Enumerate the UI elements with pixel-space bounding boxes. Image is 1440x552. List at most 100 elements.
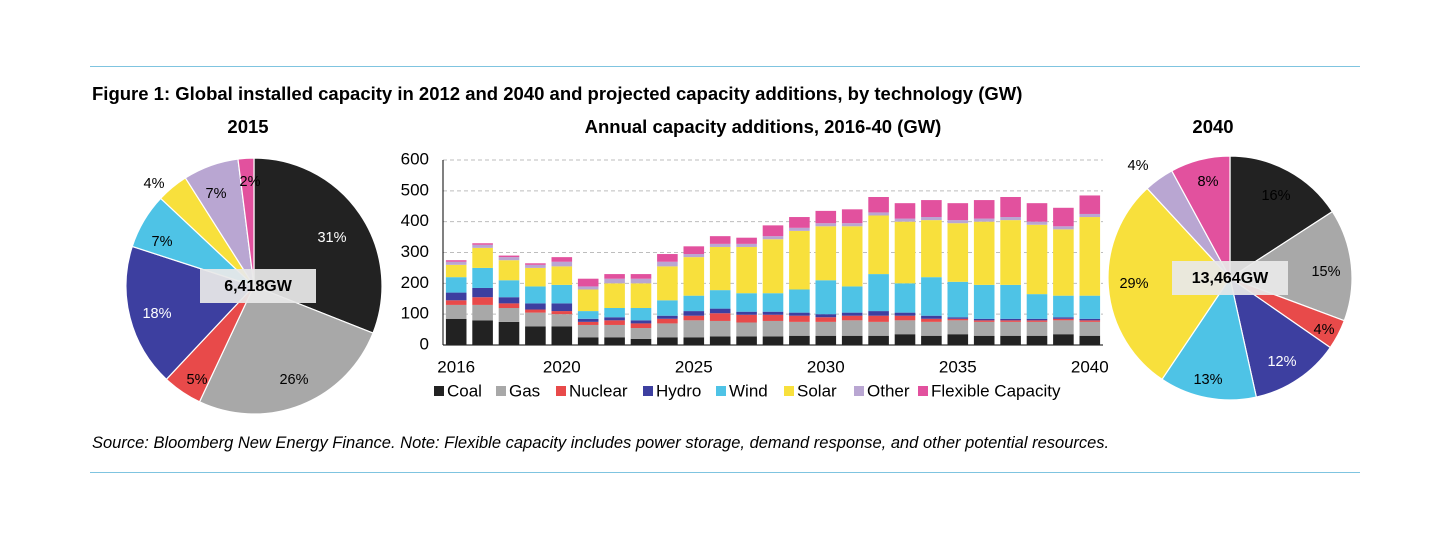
- legend-swatch-flexible-capacity: [918, 386, 928, 396]
- pie-2015-label-nuclear: 5%: [187, 372, 208, 388]
- bar-2030-hydro: [815, 314, 837, 318]
- legend-swatch-solar: [784, 386, 794, 396]
- bar-2038-gas: [1026, 321, 1048, 336]
- bar-2024-other: [657, 261, 678, 267]
- pie-2040-label-nuclear: 4%: [1314, 322, 1335, 338]
- bar-2022-solar: [604, 283, 625, 308]
- bar-2018-gas: [498, 308, 520, 322]
- bar-2034-solar: [921, 220, 942, 278]
- bar-2032-gas: [868, 321, 889, 336]
- source-note: Source: Bloomberg New Energy Finance. No…: [92, 434, 1110, 452]
- legend-label-coal: Coal: [447, 381, 482, 400]
- legend-swatch-other: [854, 386, 864, 396]
- bar-2021-solar: [577, 289, 599, 312]
- bar-2017-flexible-capacity: [472, 243, 493, 245]
- x-tick-2030: 2030: [807, 357, 845, 376]
- y-tick-300: 300: [401, 242, 429, 261]
- bar-2016-hydro: [445, 292, 467, 301]
- bar-2033-flexible-capacity: [894, 203, 916, 219]
- legend-swatch-gas: [496, 386, 506, 396]
- bar-2023-coal: [630, 338, 652, 345]
- bar-2037-other: [1000, 217, 1021, 221]
- bar-2036-other: [973, 218, 995, 222]
- bar-2028-coal: [762, 336, 784, 345]
- bar-2027-other: [736, 243, 757, 247]
- bar-2033-wind: [894, 283, 916, 313]
- y-tick-400: 400: [401, 211, 429, 230]
- bar-2036-nuclear: [973, 320, 995, 322]
- bar-2030-wind: [815, 280, 837, 315]
- bar-2021-coal: [577, 337, 599, 345]
- pie-2040-label-flexible-capacity: 8%: [1198, 174, 1219, 190]
- bar-2018-flexible-capacity: [498, 255, 520, 258]
- bar-2021-other: [577, 286, 599, 290]
- bar-2031-other: [841, 223, 863, 227]
- bar-2029-gas: [789, 321, 810, 336]
- bar-2036-hydro: [973, 318, 995, 321]
- bar-2038-flexible-capacity: [1026, 203, 1048, 222]
- legend-swatch-wind: [716, 386, 726, 396]
- bar-2024-coal: [657, 337, 678, 345]
- x-tick-2040: 2040: [1071, 357, 1109, 376]
- pie-2040-slice-gas: [1228, 210, 1353, 322]
- bar-2023-other: [630, 278, 652, 284]
- bar-2037-flexible-capacity: [1000, 197, 1021, 218]
- bar-2017-nuclear: [472, 297, 493, 305]
- y-tick-100: 100: [401, 304, 429, 323]
- bar-2032-nuclear: [868, 315, 889, 322]
- bar-2026-gas: [709, 320, 731, 337]
- bar-2038-solar: [1026, 224, 1048, 295]
- bar-2035-other: [947, 220, 969, 224]
- bar-2035-wind: [947, 281, 969, 318]
- bar-2039-wind: [1053, 295, 1074, 318]
- bar-2017-other: [472, 244, 493, 248]
- bar-2019-wind: [525, 286, 546, 304]
- bar-2039-hydro: [1053, 317, 1074, 319]
- y-tick-500: 500: [401, 180, 429, 199]
- bar-2023-solar: [630, 283, 652, 308]
- pie-chart-2015: 31% 26% 5% 18% 7% 4% 7% 2% 6,418GW: [125, 157, 383, 415]
- figure-title: Figure 1: Global installed capacity in 2…: [92, 83, 1023, 104]
- chart-legend: Coal Gas Nuclear Hydro Wind Solar Other Flexibl…: [434, 381, 1061, 400]
- legend-swatch-coal: [434, 386, 444, 396]
- bar-2024-solar: [657, 266, 678, 301]
- bar-2026-other: [709, 243, 731, 247]
- bar-2019-other: [525, 264, 546, 268]
- bar-2040-nuclear: [1079, 320, 1101, 322]
- bar-2038-nuclear: [1026, 320, 1048, 322]
- bar-2016-coal: [445, 318, 467, 345]
- bar-2019-hydro: [525, 303, 546, 310]
- bar-2040-hydro: [1079, 318, 1101, 321]
- bar-2030-nuclear: [815, 317, 837, 322]
- bar-2032-other: [868, 212, 889, 216]
- bar-2027-wind: [736, 293, 757, 312]
- legend-swatch-hydro: [643, 386, 653, 396]
- bar-2022-wind: [604, 308, 625, 318]
- bar-2020-hydro: [551, 303, 573, 312]
- legend-label-flexible-capacity: Flexible Capacity: [931, 381, 1061, 400]
- bar-2016-wind: [445, 277, 467, 293]
- bar-2018-nuclear: [498, 303, 520, 309]
- bottom-divider: [90, 472, 1360, 473]
- bar-2026-flexible-capacity: [709, 236, 731, 244]
- bar-2033-other: [894, 218, 916, 222]
- bar-2032-wind: [868, 274, 889, 312]
- legend-label-wind: Wind: [729, 381, 768, 400]
- pie-2015-label-coal: 31%: [317, 230, 346, 246]
- bar-2016-other: [445, 261, 467, 265]
- bar-2030-flexible-capacity: [815, 210, 837, 224]
- pie-2040-slice-wind: [1161, 276, 1258, 401]
- bar-2029-solar: [789, 230, 810, 290]
- bar-2029-wind: [789, 289, 810, 313]
- bar-2020-solar: [551, 266, 573, 285]
- pie-chart-2040: 16% 15% 4% 12% 13% 29% 4% 8% 13,464GW: [1107, 155, 1353, 401]
- pie-2040-label-other: 4%: [1128, 158, 1149, 174]
- bar-2023-nuclear: [630, 323, 652, 329]
- legend-label-gas: Gas: [509, 381, 540, 400]
- bar-2036-solar: [973, 221, 995, 285]
- x-tick-2025: 2025: [675, 357, 713, 376]
- bar-2034-gas: [921, 321, 942, 336]
- bar-2018-hydro: [498, 297, 520, 304]
- bar-2040-coal: [1079, 335, 1101, 345]
